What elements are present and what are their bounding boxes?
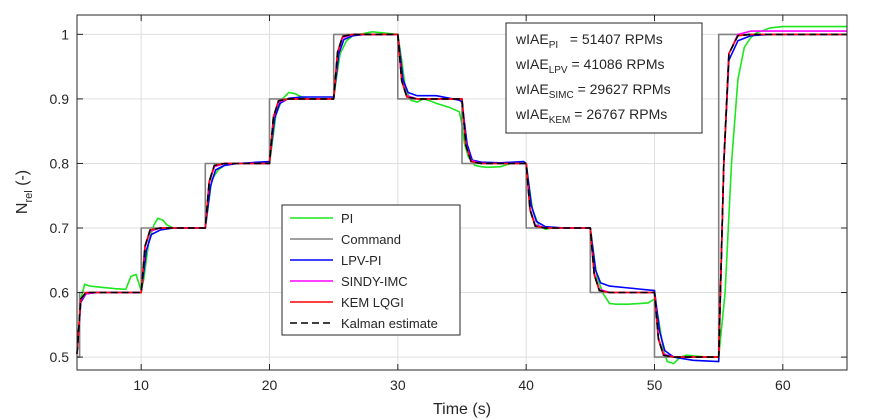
- legend-label-lpv-pi: LPV-PI: [341, 253, 381, 268]
- legend-label-kalman-estimate: Kalman estimate: [341, 316, 438, 331]
- y-axis-label-sub: rel: [23, 190, 35, 202]
- legend-items: PI Command LPV-PI SINDY-IMC KEM LQGI Kalman e…: [290, 211, 438, 331]
- x-tick-label: 40: [518, 377, 534, 393]
- annotation-wiae-kem: wIAEKEM = 26767 RPMs: [515, 106, 667, 126]
- annotation-frame: [505, 22, 703, 134]
- x-tick-label: 20: [262, 377, 278, 393]
- y-tick-label: 0.7: [50, 220, 70, 236]
- y-tick-label: 1: [61, 26, 69, 42]
- legend-frame: [281, 204, 461, 336]
- annotation-box: wIAEPI = 51407 RPMs wIAELPV = 41086 RPMs…: [505, 22, 703, 134]
- plot-frame: [76, 14, 848, 371]
- series-group: [76, 25, 847, 365]
- series-line-command: [77, 33, 847, 358]
- legend: PI Command LPV-PI SINDY-IMC KEM LQGI Kalman e…: [281, 204, 461, 336]
- y-tick-label: 0.8: [50, 155, 70, 171]
- y-tick-label: 0.5: [50, 349, 70, 365]
- legend-label-pi: PI: [341, 211, 353, 226]
- x-tick-label: 60: [775, 377, 791, 393]
- x-tick-label: 30: [390, 377, 406, 393]
- annotation-wiae-lpv: wIAELPV = 41086 RPMs: [515, 56, 664, 76]
- annotation-wiae-simc: wIAESIMC = 29627 RPMs: [515, 81, 671, 101]
- axis-ticks: 10 20 30 40 50 60 0.5 0.6 0.7 0.8 0.9 1: [50, 15, 847, 393]
- legend-label-sindy-imc: SINDY-IMC: [341, 274, 408, 289]
- y-axis-label-main: N: [14, 203, 31, 215]
- legend-label-command: Command: [341, 232, 401, 247]
- series-line-kalman-estimate: [76, 33, 847, 358]
- y-tick-label: 0.9: [50, 91, 70, 107]
- y-axis-label-unit: (-): [14, 170, 31, 190]
- x-axis-label: Time (s): [433, 401, 491, 418]
- legend-label-kem-lqgi: KEM LQGI: [341, 295, 404, 310]
- y-axis-label: Nrel (-): [14, 170, 35, 214]
- annotation-wiae-pi: wIAEPI = 51407 RPMs: [515, 31, 663, 51]
- y-tick-label: 0.6: [50, 285, 70, 301]
- plot-area: [77, 15, 847, 370]
- x-tick-label: 10: [133, 377, 149, 393]
- x-tick-label: 50: [647, 377, 663, 393]
